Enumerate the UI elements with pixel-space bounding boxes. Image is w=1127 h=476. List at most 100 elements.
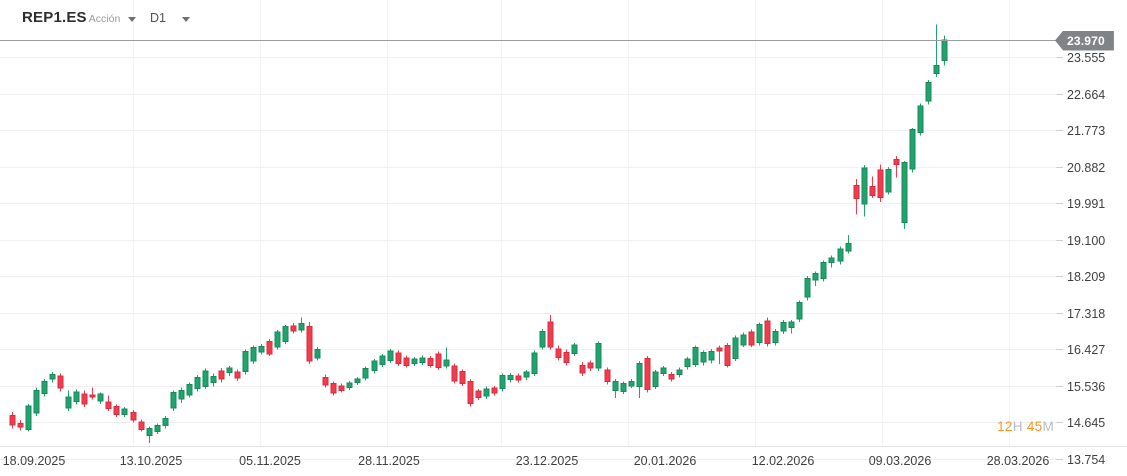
candle-body bbox=[668, 373, 675, 380]
candle-body bbox=[660, 367, 667, 374]
y-axis-label: 16.427 bbox=[1067, 343, 1105, 357]
candle-body bbox=[298, 322, 305, 331]
candle-body bbox=[250, 347, 257, 362]
candle-body bbox=[81, 393, 88, 405]
candle-body bbox=[306, 325, 313, 362]
candle-body bbox=[587, 362, 594, 369]
chevron-down-icon bbox=[128, 16, 137, 22]
candle-body bbox=[322, 377, 329, 386]
candle-body bbox=[226, 367, 233, 374]
x-axis-label: 09.03.2026 bbox=[869, 454, 932, 468]
candle-body bbox=[595, 343, 602, 369]
candle-body bbox=[780, 322, 787, 332]
candle-body bbox=[652, 371, 659, 388]
candle-body bbox=[41, 381, 48, 395]
candle-body bbox=[282, 326, 289, 342]
candle-body bbox=[138, 421, 145, 430]
candle-body bbox=[676, 369, 683, 376]
candle-body bbox=[628, 380, 635, 387]
candle-body bbox=[507, 375, 514, 381]
candle-body bbox=[210, 375, 217, 383]
candle-body bbox=[885, 169, 892, 193]
candle-body bbox=[925, 82, 932, 102]
candle-body bbox=[25, 405, 32, 430]
candle-body bbox=[162, 418, 169, 427]
candle-body bbox=[708, 351, 715, 361]
candle-body bbox=[266, 340, 273, 355]
x-axis-label: 13.10.2025 bbox=[120, 454, 183, 468]
y-axis-label: 22.664 bbox=[1067, 88, 1105, 102]
candle-body bbox=[579, 364, 586, 374]
candle-body bbox=[539, 331, 546, 348]
candle-body bbox=[403, 357, 410, 366]
timeframe-selector[interactable]: D1 bbox=[150, 11, 190, 25]
candle-body bbox=[218, 370, 225, 380]
candle-body bbox=[274, 331, 281, 348]
countdown-minutes: 45 bbox=[1026, 419, 1043, 434]
x-axis-label: 23.12.2025 bbox=[516, 454, 579, 468]
candle-body bbox=[242, 351, 249, 372]
current-price-badge: 23.970 bbox=[1055, 30, 1114, 51]
candle-body bbox=[113, 405, 120, 415]
countdown-minutes-unit: M bbox=[1042, 419, 1054, 434]
candle-body bbox=[186, 384, 193, 396]
candle-body bbox=[290, 325, 297, 332]
candle-body bbox=[764, 320, 771, 345]
candle-body bbox=[499, 375, 506, 390]
candle-body bbox=[371, 360, 378, 372]
candle-body bbox=[869, 185, 876, 196]
candle-body bbox=[845, 242, 852, 252]
candle-body bbox=[933, 64, 940, 75]
candle-body bbox=[419, 357, 426, 363]
candle-body bbox=[475, 390, 482, 399]
candle-body bbox=[73, 391, 80, 402]
candle-body bbox=[877, 169, 884, 198]
instrument-type-label: Acción bbox=[88, 12, 121, 25]
timeframe-label: D1 bbox=[150, 11, 166, 25]
y-axis-label: 15.536 bbox=[1067, 380, 1105, 394]
candle-body bbox=[861, 167, 868, 205]
candle-body bbox=[853, 185, 860, 200]
candle-body bbox=[89, 394, 96, 398]
y-axis-label: 19.991 bbox=[1067, 197, 1105, 211]
candle-body bbox=[748, 331, 755, 346]
candle-body bbox=[330, 383, 337, 394]
candle-body bbox=[644, 357, 651, 390]
candle-body bbox=[395, 352, 402, 365]
candle-body bbox=[909, 128, 916, 170]
candle-body bbox=[756, 324, 763, 344]
candle-body bbox=[612, 380, 619, 392]
candle-body bbox=[459, 370, 466, 384]
candle-body bbox=[258, 345, 265, 353]
candle-body bbox=[57, 375, 64, 389]
candle-body bbox=[178, 390, 185, 400]
candle-body bbox=[17, 423, 24, 428]
candle-body bbox=[338, 385, 345, 391]
x-axis-label: 18.09.2025 bbox=[3, 454, 66, 468]
candle-body bbox=[146, 427, 153, 436]
candle-body bbox=[917, 105, 924, 134]
chevron-down-icon bbox=[181, 17, 190, 22]
chart-header: REP1.ES Acción bbox=[22, 9, 137, 26]
candle-body bbox=[379, 355, 386, 365]
x-axis-label: 28.03.2026 bbox=[987, 454, 1050, 468]
candle-body bbox=[716, 347, 723, 352]
candle-body bbox=[837, 248, 844, 262]
symbol-name: REP1.ES bbox=[22, 9, 87, 26]
candle-body bbox=[515, 375, 522, 381]
candle-body bbox=[105, 401, 112, 410]
candle-body bbox=[523, 371, 530, 378]
candle-body bbox=[97, 393, 104, 402]
candle-body bbox=[65, 396, 72, 409]
candle-body bbox=[234, 371, 241, 379]
candle-body bbox=[121, 408, 128, 415]
symbol-selector[interactable]: REP1.ES Acción bbox=[22, 9, 137, 26]
candle-body bbox=[202, 370, 209, 388]
candle-body bbox=[49, 374, 56, 380]
candle-body bbox=[604, 369, 611, 383]
candle-body bbox=[901, 162, 908, 224]
candle-body bbox=[636, 363, 643, 388]
candle-body bbox=[9, 414, 16, 426]
